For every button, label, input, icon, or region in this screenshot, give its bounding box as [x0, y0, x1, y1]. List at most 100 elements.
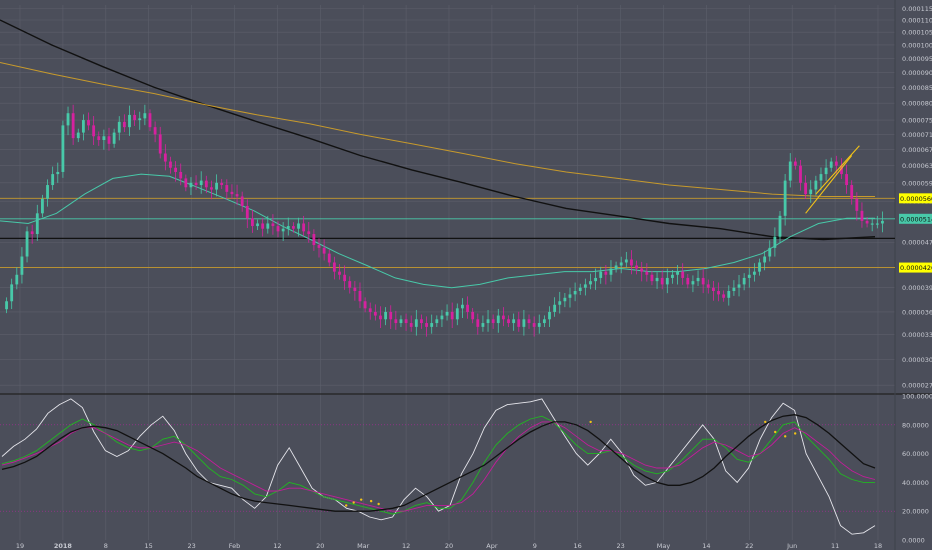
candle-body	[763, 256, 767, 263]
candle-body	[327, 253, 331, 263]
x-axis-tick-label: 12	[273, 542, 281, 550]
oscillator-axis-tick-label: 60.0000	[902, 450, 929, 458]
candle-body	[414, 319, 418, 327]
candle-body	[712, 287, 715, 292]
candle-body	[501, 315, 505, 320]
x-axis-tick-label: 8	[104, 542, 108, 550]
x-axis-tick-label: May	[657, 542, 671, 550]
candle-body	[56, 171, 60, 175]
x-axis-tick-label: 11	[831, 542, 839, 550]
candle-body	[860, 210, 864, 221]
candle-body	[322, 247, 326, 254]
candle-body	[471, 311, 475, 320]
candle-body	[194, 182, 198, 186]
oscillator-axis-tick-label: 80.0000	[902, 421, 929, 429]
candle-body	[266, 223, 270, 229]
candle-body	[169, 161, 172, 168]
candle-body	[394, 319, 398, 324]
candle-body	[865, 220, 869, 224]
moving-average-line	[0, 19, 876, 241]
candle-body	[537, 323, 541, 327]
candle-body	[117, 121, 121, 133]
x-axis-tick-label: 12	[402, 542, 410, 550]
candle-body	[788, 161, 792, 181]
candle-body	[133, 114, 137, 121]
candle-body	[5, 301, 8, 310]
price-axis-tick-label: 0.00005900	[902, 179, 932, 187]
candle-body	[210, 187, 213, 190]
candle-body	[435, 319, 439, 324]
price-axis-tick-label: 0.00003000	[902, 356, 932, 364]
x-axis-tick-label: 15	[145, 542, 153, 550]
candle-body	[430, 323, 434, 327]
candle-body	[30, 231, 34, 235]
candle-body	[373, 311, 377, 316]
oscillator-marker	[764, 420, 767, 424]
price-axis-tick-label: 0.00006700	[902, 146, 932, 154]
x-axis-tick-label: Jun	[786, 542, 797, 550]
x-axis-tick-label: 2018	[54, 542, 73, 550]
candle-body	[455, 308, 459, 320]
candle-body	[527, 319, 531, 324]
candle-body	[307, 231, 311, 235]
oscillator-marker	[377, 502, 380, 506]
candle-body	[768, 247, 772, 257]
x-axis-tick-label: 23	[187, 542, 195, 550]
candle-body	[701, 277, 705, 285]
candle-body	[225, 185, 229, 192]
candle-body	[594, 277, 598, 282]
candle-body	[235, 194, 239, 197]
oscillator-marker	[589, 420, 592, 424]
candle-body	[824, 167, 828, 175]
candle-body	[809, 189, 813, 195]
candle-body	[758, 262, 761, 272]
x-axis-tick-label: 22	[745, 542, 753, 550]
candle-body	[686, 277, 690, 285]
candle-body	[681, 271, 685, 278]
candle-body	[389, 311, 393, 320]
x-axis-tick-label: 20	[316, 542, 324, 550]
candle-body	[10, 284, 14, 302]
candle-body	[799, 165, 802, 183]
candle-body	[466, 304, 469, 312]
candle-body	[573, 291, 577, 295]
oscillator-axis-tick-label: 0.0000	[902, 537, 925, 545]
candle-body	[563, 297, 567, 302]
candle-body	[312, 234, 316, 246]
candle-body	[481, 323, 485, 327]
candle-body	[440, 315, 444, 320]
candle-body	[174, 167, 177, 172]
candle-body	[558, 301, 562, 305]
candle-body	[870, 223, 874, 225]
price-axis-tick-label: 0.00011000	[902, 17, 932, 25]
x-axis-tick-label: 18	[874, 542, 882, 550]
oscillator-axis-tick-label: 100.0000	[902, 393, 932, 401]
candle-body	[179, 171, 183, 179]
candle-body	[240, 196, 244, 206]
price-axis-tick-label: 0.00007500	[902, 117, 932, 125]
candle-body	[604, 271, 608, 275]
candle-body	[665, 277, 669, 285]
price-axis-tick-label: 0.00008000	[902, 100, 932, 108]
candle-body	[691, 281, 695, 285]
candle-body	[199, 180, 203, 186]
candle-body	[609, 268, 613, 275]
candle-body	[81, 120, 85, 133]
candle-body	[717, 291, 720, 295]
candle-body	[276, 226, 280, 232]
x-axis-tick-label: 16	[574, 542, 582, 550]
candle-body	[215, 182, 218, 190]
price-axis-tick-label: 0.00010000	[902, 41, 932, 49]
x-axis-tick-label: Feb	[229, 542, 241, 550]
price-axis-tick-label: 0.00004700	[902, 239, 932, 247]
candle-body	[184, 178, 188, 188]
candle-body	[476, 319, 480, 327]
price-label-background	[899, 262, 932, 273]
candle-body	[251, 218, 254, 227]
candle-body	[742, 277, 746, 285]
price-axis-tick-label: 0.00008500	[902, 84, 932, 92]
candle-body	[256, 223, 259, 227]
candle-body	[804, 182, 808, 195]
candle-body	[143, 113, 147, 119]
candle-body	[343, 274, 347, 282]
